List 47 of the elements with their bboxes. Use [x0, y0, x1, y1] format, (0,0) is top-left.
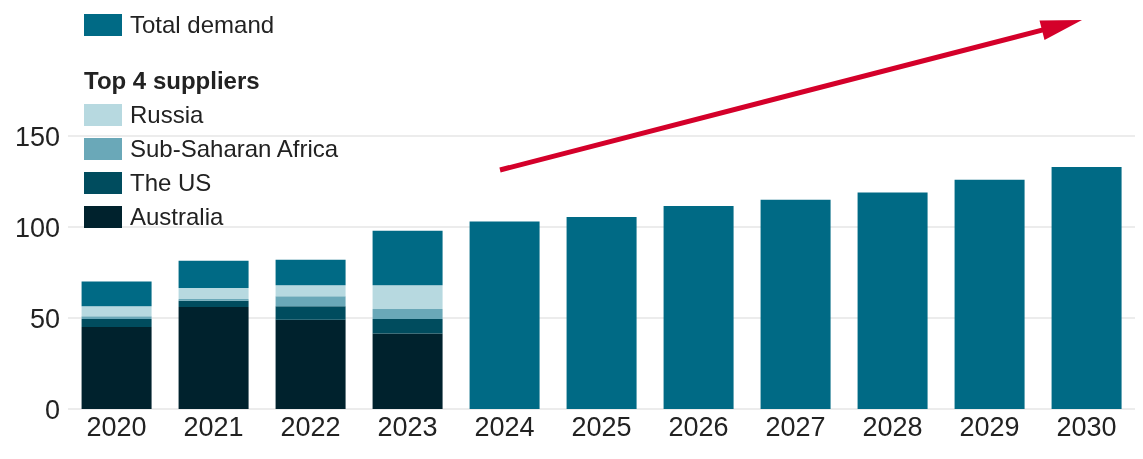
bar — [857, 192, 928, 409]
bar — [372, 333, 443, 409]
legend-label: The US — [130, 169, 212, 196]
x-tick-label: 2022 — [280, 412, 341, 443]
x-tick-label: 2024 — [474, 412, 535, 443]
bar — [372, 230, 443, 286]
bar — [275, 296, 346, 307]
bar — [372, 318, 443, 334]
legend-title: Top 4 suppliers — [84, 66, 261, 96]
x-tick-label: 2023 — [377, 412, 438, 443]
x-tick-label: 2027 — [765, 412, 826, 443]
x-tick-label: 2026 — [668, 412, 729, 443]
x-tick-label: 2028 — [862, 412, 923, 443]
bar — [81, 316, 152, 319]
bar — [275, 306, 346, 320]
y-tick-label: 0 — [44, 394, 60, 425]
bar — [1051, 166, 1122, 409]
bar — [275, 319, 346, 409]
bar — [469, 221, 540, 409]
bar — [178, 287, 249, 299]
y-tick-label: 100 — [14, 212, 60, 243]
legend-label: Russia — [130, 101, 204, 128]
bar — [178, 260, 249, 288]
bar — [663, 206, 734, 409]
y-tick-label: 50 — [29, 303, 60, 334]
bar — [81, 281, 152, 307]
x-tick-label: 2025 — [571, 412, 632, 443]
legend-label: Total demand — [130, 11, 275, 38]
bar — [372, 308, 443, 319]
bar — [275, 285, 346, 297]
x-tick-label: 2020 — [86, 412, 147, 443]
bar — [275, 259, 346, 286]
x-tick-label: 2029 — [959, 412, 1020, 443]
bar — [81, 327, 152, 409]
bar — [81, 306, 152, 317]
bar — [566, 216, 637, 409]
bar — [178, 300, 249, 308]
x-tick-label: 2021 — [183, 412, 244, 443]
bar — [81, 318, 152, 328]
bar — [760, 199, 831, 409]
legend-label: Sub-Saharan Africa — [130, 135, 339, 162]
bar — [954, 179, 1025, 409]
y-tick-label: 150 — [14, 121, 60, 152]
bar — [372, 285, 443, 309]
legend-label: Australia — [130, 203, 224, 230]
x-tick-label: 2030 — [1056, 412, 1117, 443]
bar — [178, 307, 249, 409]
